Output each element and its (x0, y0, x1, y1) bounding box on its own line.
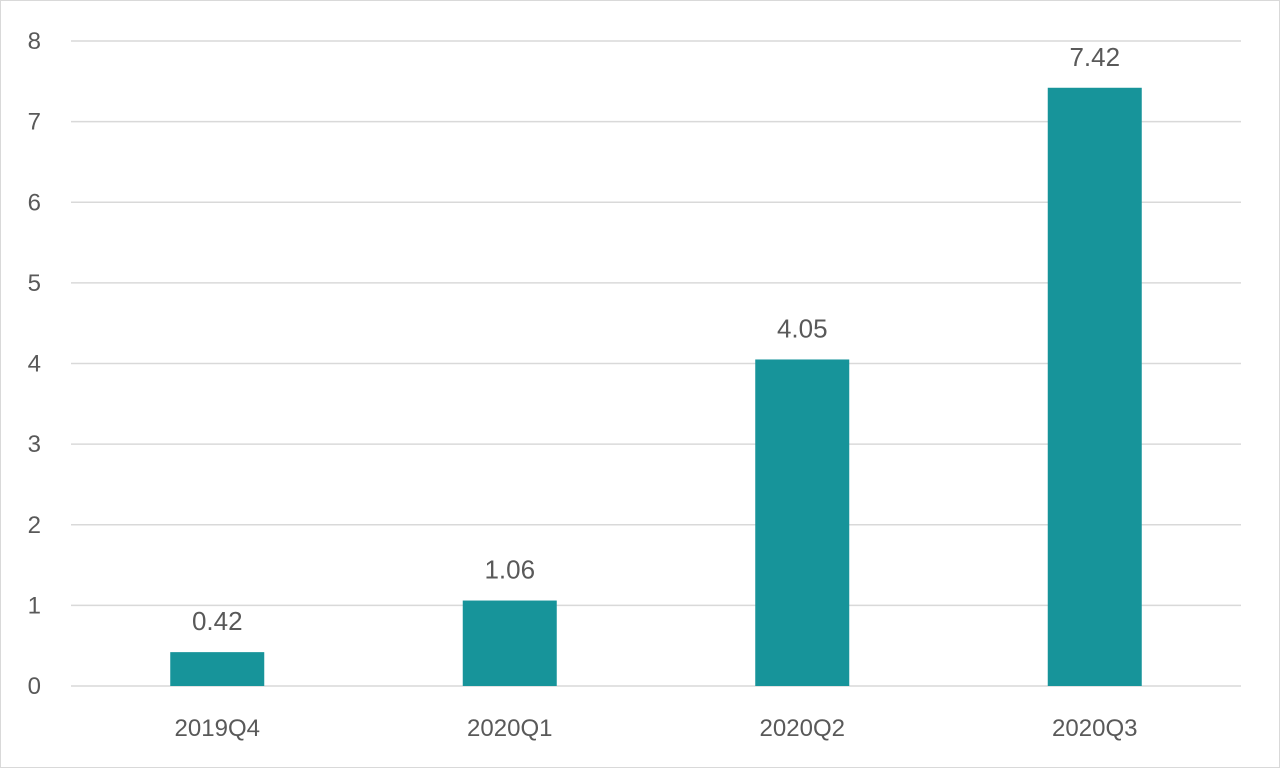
y-tick-label: 4 (28, 351, 41, 378)
bar-2020Q3 (1047, 87, 1142, 686)
x-axis-ticks: 2019Q4 2020Q1 2020Q2 2020Q3 (175, 715, 1138, 742)
x-tick-label: 2019Q4 (175, 715, 260, 742)
y-tick-label: 7 (28, 109, 41, 136)
y-tick-label: 2 (28, 512, 41, 539)
x-tick-label: 2020Q1 (467, 715, 552, 742)
y-tick-label: 0 (28, 673, 41, 700)
data-label-2019Q4: 0.42 (192, 606, 243, 636)
bar-2019Q4 (170, 652, 265, 686)
y-tick-label: 6 (28, 189, 41, 216)
x-tick-label: 2020Q3 (1052, 715, 1137, 742)
data-label-2020Q2: 4.05 (777, 313, 828, 343)
y-tick-label: 1 (28, 592, 41, 619)
x-tick-label: 2020Q2 (760, 715, 845, 742)
data-label-2020Q3: 7.42 (1069, 42, 1120, 72)
data-label-2020Q1: 1.06 (484, 555, 535, 585)
bar-2020Q1 (462, 600, 557, 686)
y-axis-ticks: 0 1 2 3 4 5 6 7 8 (28, 28, 41, 700)
bar-2020Q2 (755, 359, 850, 686)
y-tick-label: 3 (28, 431, 41, 458)
data-labels: 0.42 1.06 4.05 7.42 (192, 42, 1120, 636)
gridlines (71, 40, 1241, 687)
y-tick-label: 5 (28, 270, 41, 297)
bars (170, 87, 1142, 686)
y-tick-label: 8 (28, 28, 41, 55)
